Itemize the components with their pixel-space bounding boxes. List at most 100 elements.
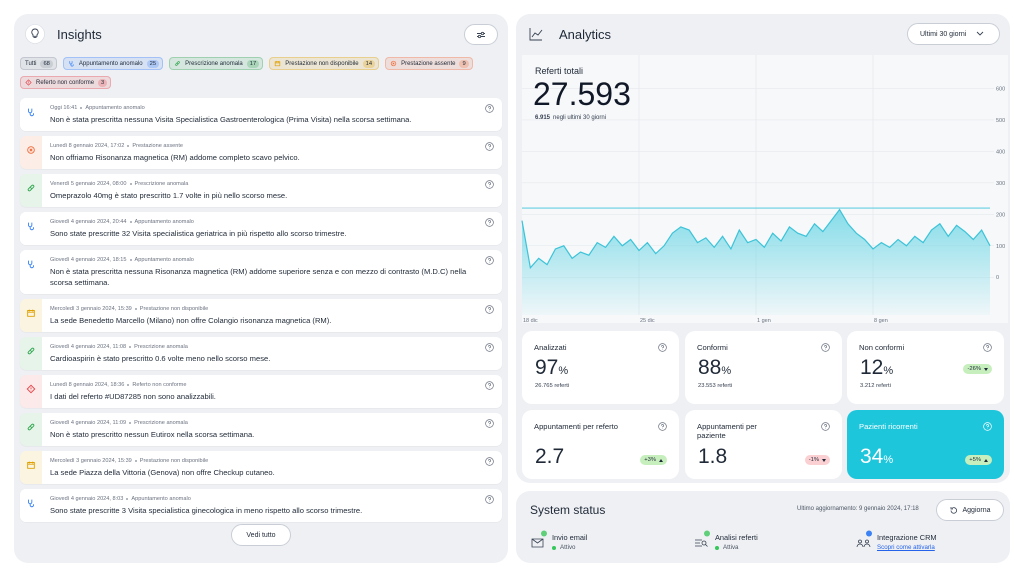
filter-chip[interactable]: Tutti 68 (20, 57, 57, 70)
service-link[interactable]: Scopri come attivarla (877, 544, 935, 551)
insight-item[interactable]: Giovedì 4 gennaio 2024, 8:03 Appuntamento… (20, 489, 502, 522)
filter-icon-path (275, 61, 281, 67)
insight-meta: Lunedì 8 gennaio 2024, 18:36 Referto non … (50, 381, 216, 388)
insight-date: Oggi 16:41 (50, 104, 78, 111)
help-circle (485, 180, 494, 189)
help-mark (488, 345, 491, 350)
insight-icon (27, 347, 35, 355)
see-all-label: Vedi tutto (246, 531, 276, 539)
service-status-label: Attivo (560, 544, 576, 551)
see-all-button[interactable]: Vedi tutto (231, 524, 291, 546)
kpi-badge: -26% (963, 364, 992, 374)
help-circle (485, 381, 494, 390)
insight-category: Appuntamento anomalo (131, 495, 191, 502)
analytics-icon (529, 28, 543, 41)
kpi-unit: % (721, 365, 732, 377)
help-mark (488, 258, 491, 263)
help-mark (488, 497, 491, 502)
y-tick-label: 300 (996, 181, 1005, 187)
insight-icon (27, 309, 35, 317)
insight-meta: Giovedì 4 gennaio 2024, 11:08 Prescrizion… (50, 343, 270, 350)
filter-icon-path (69, 61, 74, 67)
y-tick-label: 200 (996, 212, 1005, 218)
y-tick-label: 600 (996, 86, 1005, 92)
filter-count: 14 (362, 59, 376, 68)
help-icon (485, 495, 494, 504)
analytics-title: Analytics (559, 27, 612, 42)
refresh-button[interactable]: Aggiorna (936, 499, 1004, 521)
insight-icon-path (27, 423, 35, 431)
service-name: Analisi referti (715, 533, 758, 542)
kpi-card: Non conformi 12% 3.212 referti -26% (847, 331, 1004, 404)
kpi-label: Pazienti ricorrenti (859, 422, 918, 431)
status-dot (552, 545, 556, 550)
insight-category: Appuntamento anomalo (134, 256, 194, 263)
insight-icon (28, 222, 34, 231)
insight-item[interactable]: Giovedì 4 gennaio 2024, 11:08 Prescrizion… (20, 337, 502, 370)
insight-text: La sede Piazza della Vittoria (Genova) n… (50, 468, 275, 477)
help-circle (485, 305, 494, 314)
filter-chip[interactable]: Prestazione non disponibile 14 (269, 57, 380, 70)
filter-label: Prescrizione anomala (185, 60, 243, 67)
help-circle (485, 419, 494, 428)
filter-count: 3 (98, 78, 108, 87)
kpi-number: 1.8 (698, 445, 728, 468)
insight-icon-box (20, 174, 42, 207)
insight-category: Referto non conforme (132, 381, 187, 388)
filter-chip[interactable]: Referto non conforme 3 (20, 76, 112, 89)
insight-category: Prescrizione anomala (134, 343, 188, 350)
insight-icon-path (27, 146, 35, 154)
filter-icon-path (175, 61, 180, 66)
insight-item[interactable]: Mercoledì 3 gennaio 2024, 15:39 Prestazio… (20, 299, 502, 332)
filter-chip[interactable]: Appuntamento anomalo 25 (62, 57, 164, 70)
insight-item[interactable]: Lunedì 8 gennaio 2024, 18:36 Referto non … (20, 375, 502, 408)
kpi-badge: +5% (965, 455, 992, 465)
filter-chip[interactable]: Prestazione assente 9 (385, 57, 473, 70)
help-mark (986, 345, 989, 350)
kpi-label: Conformi (697, 343, 728, 352)
insight-icon-path (27, 461, 35, 469)
help-circle (485, 256, 494, 265)
trend-arrow (984, 458, 988, 462)
insight-date: Lunedì 8 gennaio 2024, 18:36 (50, 381, 125, 388)
insights-list: Oggi 16:41 Appuntamento anomalo Non è stat… (20, 98, 502, 522)
filter-settings-button[interactable] (464, 24, 498, 45)
kpi-change: -1% (808, 457, 819, 463)
insight-item[interactable]: Mercoledì 3 gennaio 2024, 15:39 Prestazio… (20, 451, 502, 484)
chevron (976, 31, 984, 36)
filter-icon-path (390, 60, 397, 67)
insight-icon (27, 146, 35, 154)
meta-separator (127, 383, 130, 386)
service-name: Invio email (552, 533, 588, 542)
insight-meta: Venerdì 5 gennaio 2024, 08:00 Prescrizion… (50, 180, 287, 187)
insight-icon (27, 461, 35, 469)
kpi-value: 2.7 (535, 445, 564, 469)
insight-item[interactable]: Oggi 16:41 Appuntamento anomalo Non è stat… (20, 98, 502, 131)
insight-item[interactable]: Giovedì 4 gennaio 2024, 11:09 Prescrizion… (20, 413, 502, 446)
insight-body: Mercoledì 3 gennaio 2024, 15:39 Prestazio… (42, 451, 305, 484)
insight-item[interactable]: Lunedì 8 gennaio 2024, 17:02 Prestazione … (20, 136, 502, 169)
insight-icon-path (26, 384, 36, 394)
insight-item[interactable]: Giovedì 4 gennaio 2024, 18:15 Appuntament… (20, 250, 502, 294)
filter-icon (275, 61, 281, 67)
period-label: Ultimi 30 giorni (920, 30, 967, 38)
insight-icon-path (27, 309, 35, 317)
meta-separator (129, 258, 132, 261)
insight-item[interactable]: Venerdì 5 gennaio 2024, 08:00 Prescrizion… (20, 174, 502, 207)
help-circle (485, 142, 494, 151)
insight-item[interactable]: Giovedì 4 gennaio 2024, 20:44 Appuntament… (20, 212, 502, 245)
insight-body: Giovedì 4 gennaio 2024, 11:08 Prescrizion… (42, 337, 300, 370)
service: Invio email Attivo (530, 530, 680, 556)
service-icon (531, 530, 547, 548)
x-tick-label: 1 gen (757, 318, 771, 324)
insights-icon (25, 24, 45, 44)
help-icon (485, 381, 494, 390)
insight-icon-path (28, 499, 34, 508)
kpi-card: Appuntamenti per paziente 1.8 -1% (685, 410, 842, 479)
help-icon (658, 343, 667, 352)
filter-chip[interactable]: Prescrizione anomala 17 (169, 57, 264, 70)
period-dropdown[interactable]: Ultimi 30 giorni (907, 23, 1000, 45)
help-mark (488, 144, 491, 149)
kpi-change: -26% (967, 366, 981, 372)
insight-icon-path (28, 108, 34, 117)
